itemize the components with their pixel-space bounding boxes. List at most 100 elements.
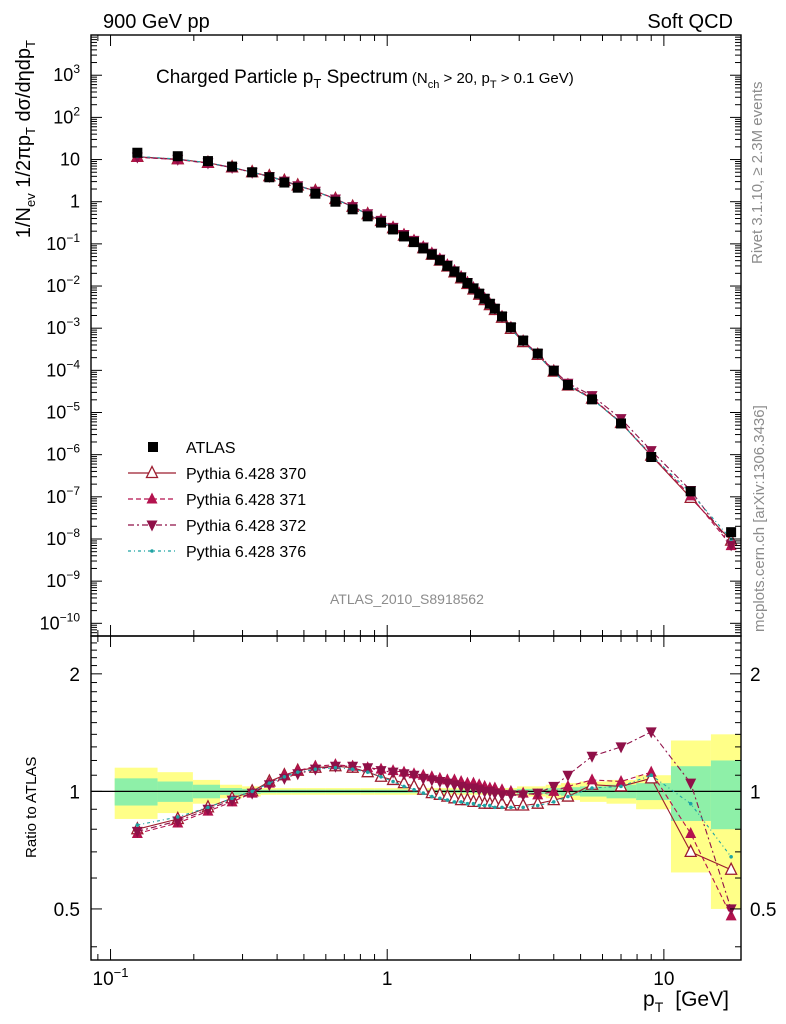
series-point-ratio (421, 791, 426, 795)
ratio-y-tick-label-right: 0.5 (750, 900, 776, 921)
legend-label: ATLAS (186, 440, 236, 457)
series-point-ratio (135, 823, 140, 827)
atlas-point (264, 172, 275, 183)
series-point-ratio (206, 805, 210, 810)
y-tick-label: 10−1 (46, 231, 80, 254)
series-point-ratio (500, 805, 504, 810)
ratio-y-tick-label-left: 1 (69, 782, 80, 803)
series-line-ratio (137, 731, 732, 910)
atlas-point (362, 211, 373, 222)
series-point-ratio (521, 805, 525, 810)
series-point-ratio (313, 767, 318, 771)
atlas-data (132, 147, 737, 538)
atlas-point (484, 298, 495, 309)
series-point-ratio (408, 770, 420, 782)
analysis-watermark: ATLAS_2010_S8918562 (330, 591, 484, 607)
series-point-ratio (230, 796, 234, 801)
series-point-ratio (493, 805, 497, 810)
series-point-ratio (724, 861, 738, 875)
title-cond-sub2: T (490, 79, 497, 91)
legend-marker (145, 465, 159, 479)
title-cond-tail: > 0.1 GeV) (497, 70, 574, 87)
title-main-tail: Spectrum (321, 67, 408, 88)
atlas-point (310, 188, 321, 199)
atlas-point (279, 177, 290, 188)
x-tick-label: 1 (382, 969, 393, 990)
series-point-ratio (551, 800, 556, 804)
series-point-ratio (459, 800, 463, 804)
legend-atlas: ATLAS (148, 440, 236, 457)
ratio-y-tick-label-right: 1 (750, 782, 761, 803)
series-point-ratio (282, 774, 287, 779)
series-point-ratio (387, 767, 399, 779)
series-point-ratio (619, 784, 623, 789)
series-point-ratio (267, 781, 272, 785)
atlas-point (132, 147, 143, 158)
atlas-point (646, 452, 657, 463)
y-tick-label: 103 (53, 62, 80, 85)
series-point-ratio (250, 789, 254, 794)
series-point-ratio (615, 742, 627, 754)
legend-marker (146, 520, 158, 532)
series-point-ratio (590, 786, 594, 790)
atlas-point (616, 418, 627, 429)
y-tick-label: 10−8 (46, 526, 80, 549)
atlas-point (227, 161, 238, 172)
series-point-main (645, 446, 657, 458)
atlas-point (497, 311, 508, 322)
atlas-point (726, 527, 737, 538)
legend-label: Pythia 6.428 372 (186, 518, 306, 535)
series-point-ratio (465, 801, 470, 806)
legend-series-4: Pythia 6.428 376 (128, 544, 306, 561)
mcplots-label: mcplots.cern.ch [arXiv:1306.3436] (751, 405, 768, 632)
series-point-ratio (729, 854, 733, 859)
band-green-segment (710, 760, 741, 830)
series-point-ratio (412, 787, 416, 792)
series-point-ratio (295, 770, 300, 774)
legend-series-2: Pythia 6.428 371 (128, 492, 306, 509)
series-point-ratio (278, 773, 290, 785)
series-point-ratio (477, 803, 481, 808)
series-point-ratio (452, 800, 457, 804)
atlas-point (330, 196, 341, 207)
ratio-plot-frame (90, 635, 742, 961)
atlas-point (685, 486, 696, 497)
series-point-ratio (417, 773, 429, 785)
atlas-point (442, 260, 453, 271)
atlas-point (292, 182, 303, 193)
series-point-ratio (398, 769, 410, 781)
title-main-sub: T (313, 76, 321, 91)
series-point-main (725, 540, 737, 552)
y-tick-label: 10 (60, 150, 80, 170)
data-series (130, 147, 738, 921)
title-main: Charged Particle p (156, 67, 313, 88)
atlas-point (474, 288, 485, 299)
legend-marker (150, 549, 154, 553)
atlas-point (388, 224, 399, 235)
ratio-y-tick-label-right: 2 (750, 665, 761, 686)
series-point-ratio (438, 796, 442, 801)
y-tick-label: 102 (53, 104, 80, 127)
y-tick-label: 1 (70, 192, 80, 212)
ratio-y-tick-label-left: 0.5 (54, 900, 80, 921)
atlas-point (532, 348, 543, 359)
series-point-ratio (725, 904, 737, 916)
atlas-point (468, 283, 479, 294)
series-point-ratio (566, 794, 570, 799)
series-point-ratio (402, 784, 406, 789)
rivet-label: Rivet 3.1.10, ≥ 2.3M events (749, 82, 766, 265)
series-point-ratio (391, 779, 395, 784)
series-point-ratio (347, 761, 359, 773)
series-point-ratio (547, 792, 561, 806)
plot-title: Charged Particle pT Spectrum (Nch > 20, p… (156, 67, 574, 91)
series-point-ratio (532, 788, 544, 800)
legend-label: Pythia 6.428 376 (186, 544, 306, 561)
legend-marker (146, 492, 158, 504)
x-tick-label: 10−1 (93, 965, 129, 990)
series-point-ratio (488, 803, 492, 808)
atlas-point (489, 303, 500, 314)
atlas-point (172, 151, 183, 162)
series-point-ratio (685, 827, 697, 839)
series-point-ratio (496, 790, 508, 802)
